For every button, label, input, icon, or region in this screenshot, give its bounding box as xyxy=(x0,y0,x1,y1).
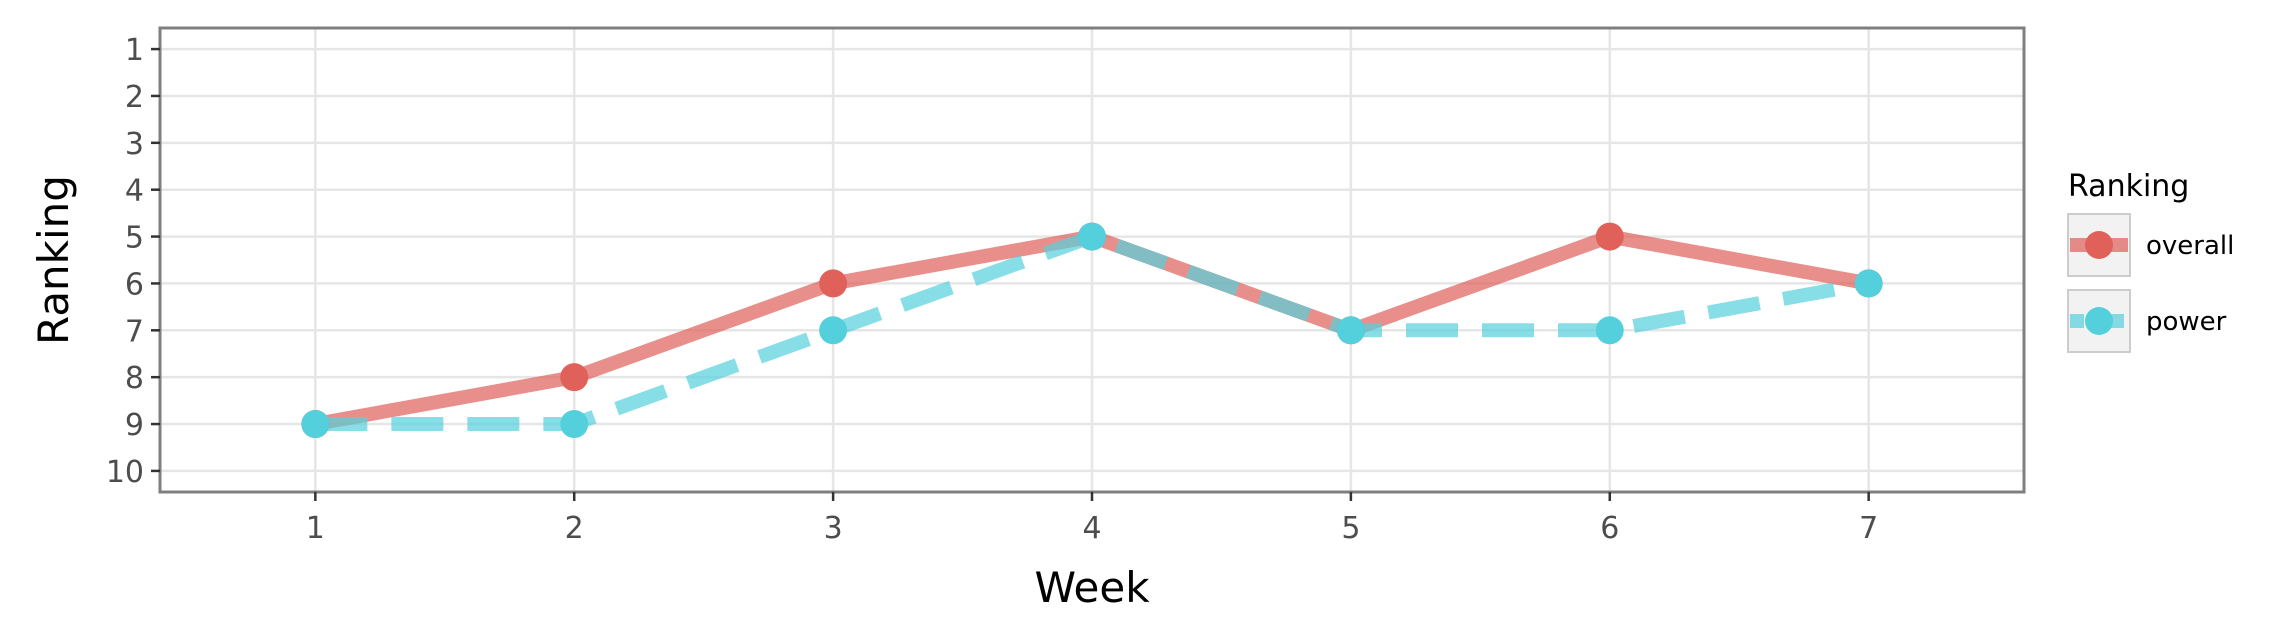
x-tick-label: 4 xyxy=(1082,511,1101,546)
legend-label: overall xyxy=(2146,231,2234,261)
data-point-overall xyxy=(1595,222,1624,251)
data-point-power xyxy=(819,316,848,345)
legend: Ranking overall power xyxy=(2067,169,2234,353)
x-axis-title: Week xyxy=(1034,563,1150,612)
data-point-power xyxy=(1595,316,1624,345)
legend-item-overall: overall xyxy=(2067,213,2234,277)
x-tick-label: 1 xyxy=(306,511,325,546)
series xyxy=(301,222,1883,439)
legend-item-power: power xyxy=(2067,289,2227,353)
y-tick-label: 4 xyxy=(125,174,144,209)
x-tick-label: 2 xyxy=(565,511,584,546)
data-point-power xyxy=(1078,222,1106,251)
x-tick-label: 3 xyxy=(824,511,843,546)
data-point-power xyxy=(1854,269,1883,298)
y-tick-label: 8 xyxy=(125,361,144,396)
y-tick-label: 2 xyxy=(125,80,144,115)
y-tick-label: 5 xyxy=(125,221,144,256)
data-point-power xyxy=(1336,316,1365,345)
x-tick-label: 5 xyxy=(1341,511,1360,546)
y-tick-label: 1 xyxy=(125,33,144,68)
y-tick-label: 7 xyxy=(125,314,144,349)
x-tick-label: 7 xyxy=(1859,511,1878,546)
y-tick-label: 3 xyxy=(125,127,144,162)
legend-marker xyxy=(2085,307,2113,335)
y-tick-label: 6 xyxy=(125,267,144,302)
y-axis-title: Ranking xyxy=(29,175,78,345)
legend-label: power xyxy=(2146,307,2227,337)
legend-marker xyxy=(2085,231,2113,259)
legend-title: Ranking xyxy=(2068,169,2189,204)
x-tick-label: 6 xyxy=(1600,511,1619,546)
data-point-power xyxy=(301,410,330,439)
data-point-power xyxy=(560,410,589,439)
data-point-overall xyxy=(560,363,589,392)
data-point-overall xyxy=(819,269,848,298)
y-tick-label: 10 xyxy=(106,455,144,490)
y-tick-label: 9 xyxy=(125,408,144,443)
axes: 1 2 3 4 5 6 7 8 9 10 1 2 3 4 5 6 7 xyxy=(106,33,1878,546)
